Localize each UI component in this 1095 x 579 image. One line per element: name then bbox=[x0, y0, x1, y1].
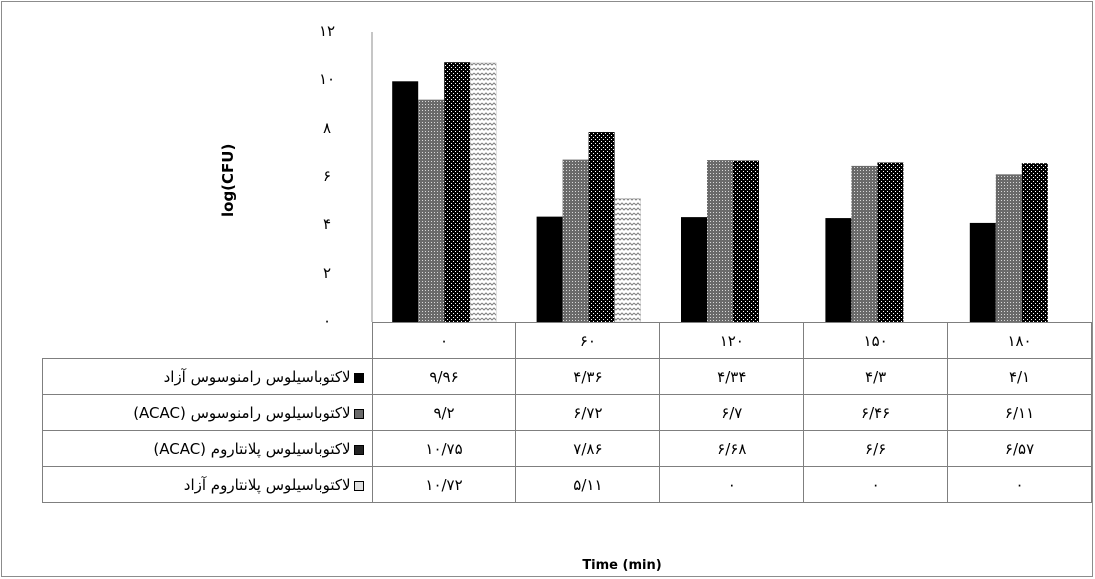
bar-series-2-cat-3 bbox=[707, 160, 733, 322]
bar-series-3-cat-2 bbox=[588, 132, 615, 322]
data-label: ۰ bbox=[659, 466, 805, 503]
data-label: ۴/۳ bbox=[803, 358, 949, 395]
category-label: ۱۸۰ bbox=[947, 322, 1092, 359]
legend-entry: لاکتوباسیلوس پلانتاروم (ACAC) bbox=[42, 430, 373, 467]
y-tick-label: ۰ bbox=[322, 312, 332, 330]
table-row: لاکتوباسیلوس پلانتاروم آزاد ۱۰/۷۲ ۵/۱۱ ۰ ۰ ۰ bbox=[42, 466, 1092, 503]
data-label: ۱۰/۷۲ bbox=[371, 466, 517, 503]
data-label: ۴/۳۴ bbox=[659, 358, 805, 395]
bar-series-3-cat-1 bbox=[444, 62, 471, 322]
data-label: ۶/۶۸ bbox=[659, 430, 805, 467]
data-label: ۶/۷ bbox=[659, 394, 805, 431]
data-label: ۷/۸۶ bbox=[515, 430, 661, 467]
data-label: ۰ bbox=[947, 466, 1092, 503]
bar-series-2-cat-4 bbox=[851, 165, 878, 322]
data-label: ۶/۱۱ bbox=[947, 394, 1092, 431]
y-tick-label: ۸ bbox=[322, 118, 332, 137]
legend-swatch bbox=[353, 408, 364, 419]
table-row: لاکتوباسیلوس رامنوسوس (ACAC) ۹/۲ ۶/۷۲ ۶/۷ ۶/… bbox=[42, 394, 1092, 431]
bar-series-3-cat-3 bbox=[733, 160, 759, 322]
y-tick-label: ۲ bbox=[322, 263, 332, 282]
category-label: ۶۰ bbox=[515, 322, 661, 359]
series-name: لاکتوباسیلوس پلانتاروم (ACAC) bbox=[153, 439, 351, 458]
table-row: لاکتوباسیلوس رامنوسوس آزاد ۹/۹۶ ۴/۳۶ ۴/۳۴ ۴/… bbox=[42, 358, 1092, 395]
data-label: ۱۰/۷۵ bbox=[371, 430, 517, 467]
series-name: لاکتوباسیلوس رامنوسوس آزاد bbox=[163, 367, 351, 386]
legend-entry: لاکتوباسیلوس رامنوسوس آزاد bbox=[42, 358, 373, 395]
data-label: ۵/۱۱ bbox=[515, 466, 661, 503]
table-corner bbox=[42, 322, 373, 359]
legend-swatch bbox=[353, 372, 364, 383]
bars bbox=[392, 62, 1048, 323]
legend-swatch bbox=[353, 444, 364, 455]
bar-series-4-cat-1 bbox=[469, 62, 497, 323]
data-label: ۴/۱ bbox=[947, 358, 1092, 395]
y-tick-label: ۱۲ bbox=[318, 22, 336, 40]
y-tick-label: ۴ bbox=[322, 215, 332, 234]
bar-series-2-cat-2 bbox=[562, 159, 589, 322]
y-axis-label: log(CFU) bbox=[219, 143, 237, 217]
bar-series-3-cat-5 bbox=[1021, 163, 1048, 322]
data-table: ۰ ۶۰ ۱۲۰ ۱۵۰ ۱۸۰ لاکتوباسیلوس رامنوسوس آزاد ۹/… bbox=[42, 322, 1092, 503]
data-label: ۴/۳۶ bbox=[515, 358, 661, 395]
legend-swatch bbox=[353, 480, 364, 491]
bar-series-2-cat-5 bbox=[995, 174, 1022, 322]
bar-series-1-cat-3 bbox=[681, 217, 707, 322]
x-axis-label: Time (min) bbox=[582, 558, 662, 573]
bar-series-3-cat-4 bbox=[877, 162, 904, 322]
bar-series-1-cat-4 bbox=[825, 218, 852, 322]
data-label: ۹/۹۶ bbox=[371, 358, 517, 395]
data-label: ۶/۶ bbox=[803, 430, 949, 467]
category-label: ۱۲۰ bbox=[659, 322, 805, 359]
y-tick-label: ۶ bbox=[322, 167, 332, 185]
data-label: ۶/۵۷ bbox=[947, 430, 1092, 467]
category-label: ۱۵۰ bbox=[803, 322, 949, 359]
data-label: ۰ bbox=[803, 466, 949, 503]
bar-series-1-cat-2 bbox=[536, 216, 563, 322]
bar-series-1-cat-1 bbox=[392, 81, 419, 322]
table-row: لاکتوباسیلوس پلانتاروم (ACAC) ۱۰/۷۵ ۷/۸۶ ۶/… bbox=[42, 430, 1092, 467]
bar-series-1-cat-5 bbox=[969, 222, 996, 322]
y-tick-label: ۱۰ bbox=[318, 70, 336, 89]
data-label: ۶/۷۲ bbox=[515, 394, 661, 431]
table-header-row: ۰ ۶۰ ۱۲۰ ۱۵۰ ۱۸۰ bbox=[42, 322, 1092, 359]
category-label: ۰ bbox=[371, 322, 517, 359]
legend-entry: لاکتوباسیلوس پلانتاروم آزاد bbox=[42, 466, 373, 503]
data-label: ۶/۴۶ bbox=[803, 394, 949, 431]
data-label: ۹/۲ bbox=[371, 394, 517, 431]
series-name: لاکتوباسیلوس رامنوسوس (ACAC) bbox=[133, 403, 351, 422]
bar-series-4-cat-2 bbox=[614, 198, 641, 323]
legend-entry: لاکتوباسیلوس رامنوسوس (ACAC) bbox=[42, 394, 373, 431]
series-name: لاکتوباسیلوس پلانتاروم آزاد bbox=[183, 475, 351, 494]
bar-series-2-cat-1 bbox=[418, 99, 445, 323]
